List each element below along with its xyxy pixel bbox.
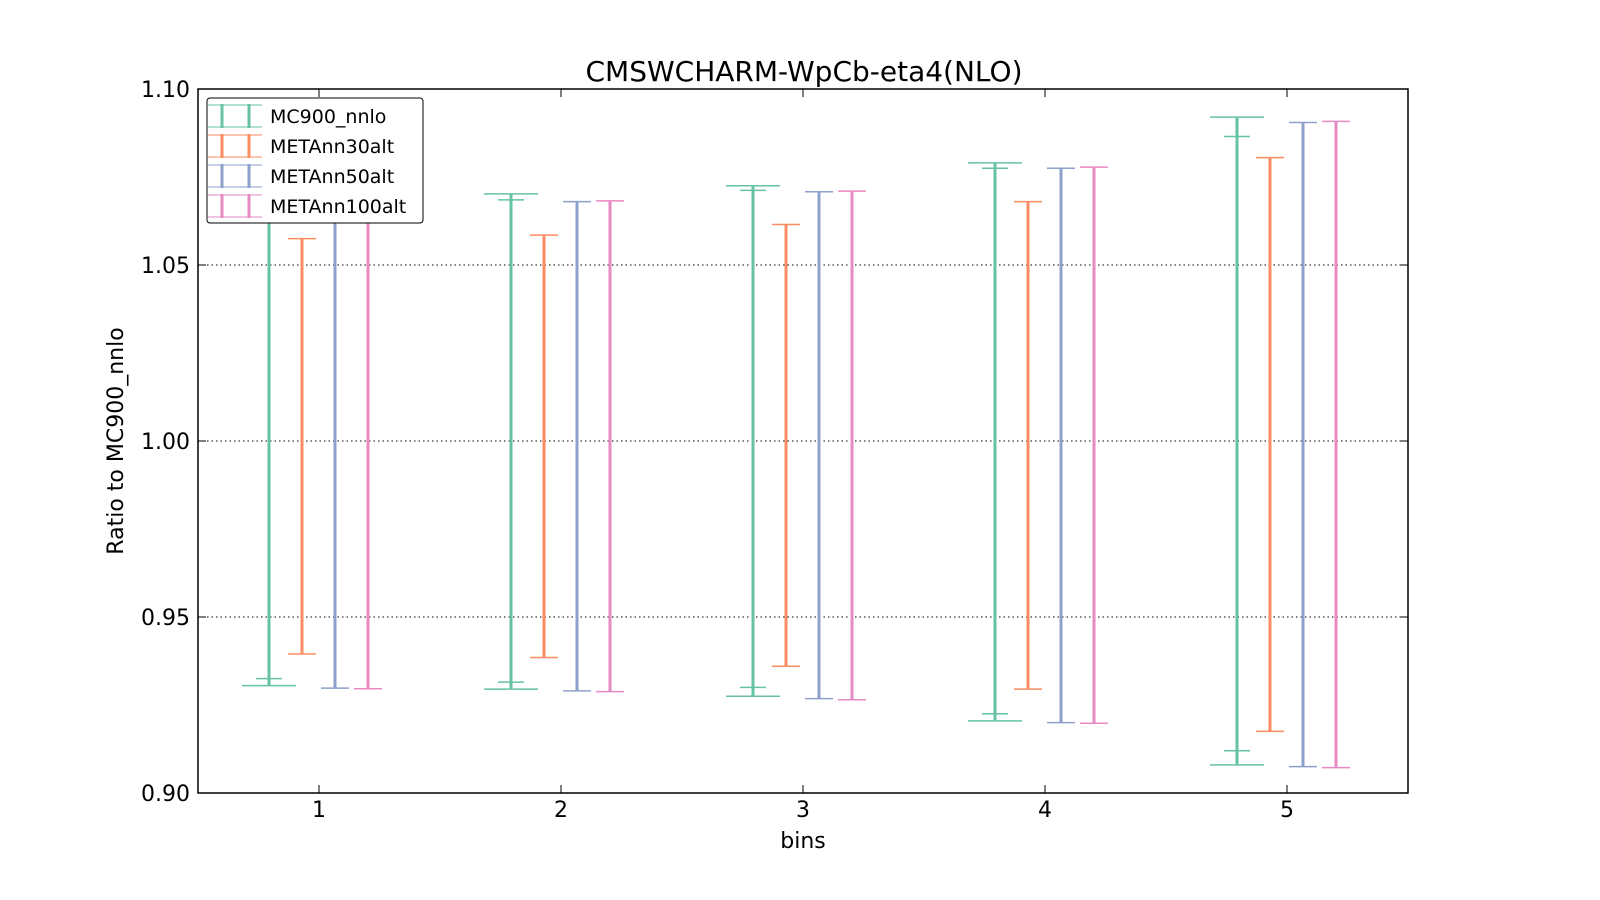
errorbar-METAnn50alt (1047, 167, 1075, 724)
legend-box (206, 97, 424, 224)
errorbar-MC900_nnlo (968, 162, 1022, 722)
errorbar-METAnn100alt (1322, 120, 1350, 769)
legend-entry: MC900_nnlo (208, 104, 386, 128)
errorbar-METAnn30alt (772, 223, 800, 668)
errorbar-MC900_nnlo (1210, 116, 1264, 766)
y-tick-label: 1.10 (141, 78, 190, 103)
errorbar-METAnn100alt (354, 211, 382, 690)
errorbar-METAnn100alt (838, 190, 866, 701)
legend-label: MC900_nnlo (270, 106, 386, 128)
errorbar-MC900_nnlo (484, 193, 538, 690)
legend: MC900_nnlo METAnn30alt METAnn50alt METAnn10… (206, 97, 424, 224)
axis-ticks: 0.90 0.95 1.00 1.05 1.10 1 2 3 4 5 (141, 78, 1408, 823)
errorbar-METAnn50alt (1289, 121, 1317, 768)
x-tick-label: 2 (554, 798, 568, 823)
grid-lines (198, 264, 1408, 618)
errorbar-METAnn100alt (1080, 166, 1108, 725)
x-tick-label: 5 (1280, 798, 1294, 823)
y-tick-label: 0.95 (141, 606, 190, 631)
y-tick-label: 0.90 (141, 782, 190, 807)
errorbar-MC900_nnlo (726, 185, 780, 697)
y-tick-label: 1.00 (141, 430, 190, 455)
x-tick-label: 1 (312, 798, 326, 823)
errorbar-METAnn100alt (596, 200, 624, 693)
chart-marks (242, 116, 1350, 769)
y-axis-title: Ratio to MC900_nnlo (104, 327, 129, 554)
errorbar-METAnn50alt (805, 191, 833, 700)
errorbar-METAnn30alt (288, 237, 316, 655)
legend-entry: METAnn30alt (208, 134, 394, 158)
chart-title: CMSWCHARM-WpCb-eta4(NLO) (585, 55, 1022, 88)
legend-entry: METAnn50alt (208, 164, 394, 188)
legend-entry: METAnn100alt (208, 194, 406, 218)
legend-label: METAnn100alt (270, 196, 406, 218)
y-tick-label: 1.05 (141, 254, 190, 279)
errorbar-METAnn30alt (1256, 156, 1284, 733)
x-axis-title: bins (780, 829, 825, 854)
x-tick-label: 4 (1038, 798, 1052, 823)
legend-label: METAnn50alt (270, 166, 394, 188)
errorbar-MC900_nnlo (242, 204, 296, 687)
legend-label: METAnn30alt (270, 136, 394, 158)
errorbar-METAnn50alt (563, 200, 591, 692)
errorbar-METAnn30alt (1014, 200, 1042, 690)
errorbar-METAnn30alt (530, 234, 558, 659)
x-tick-label: 3 (796, 798, 810, 823)
